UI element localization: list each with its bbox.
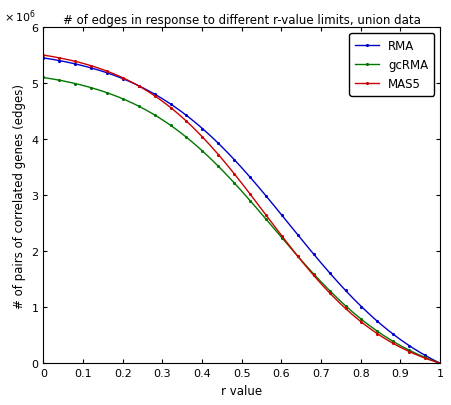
gcRMA (41, 76, 46, 81)
Y-axis label: # of pairs of correlated genes (edges): # of pairs of correlated genes (edges) (13, 83, 26, 308)
gcRMA (229, 179, 234, 183)
MAS5 (229, 169, 234, 174)
RMA (255, 185, 260, 190)
MAS5 (427, 358, 433, 363)
gcRMA (365, 323, 370, 328)
Legend: RMA, gcRMA, MAS5: RMA, gcRMA, MAS5 (349, 34, 433, 96)
Title: # of edges in response to different r-value limits, union data: # of edges in response to different r-va… (63, 14, 420, 27)
RMA (365, 311, 370, 316)
gcRMA (427, 357, 433, 362)
gcRMA (255, 208, 260, 213)
MAS5 (255, 202, 260, 207)
MAS5 (41, 53, 46, 58)
MAS5 (231, 172, 236, 177)
Line: MAS5: MAS5 (41, 54, 441, 365)
RMA (41, 56, 46, 61)
RMA (427, 356, 433, 361)
RMA (229, 155, 234, 160)
gcRMA (437, 361, 442, 366)
Line: gcRMA: gcRMA (41, 77, 441, 365)
MAS5 (276, 231, 281, 236)
MAS5 (365, 325, 370, 330)
RMA (276, 210, 281, 215)
gcRMA (276, 233, 281, 238)
Text: $\times\,10^6$: $\times\,10^6$ (4, 8, 35, 25)
gcRMA (231, 181, 236, 186)
Line: RMA: RMA (41, 57, 441, 365)
MAS5 (437, 361, 442, 366)
RMA (437, 361, 442, 366)
RMA (231, 158, 236, 162)
X-axis label: r value: r value (221, 384, 262, 396)
